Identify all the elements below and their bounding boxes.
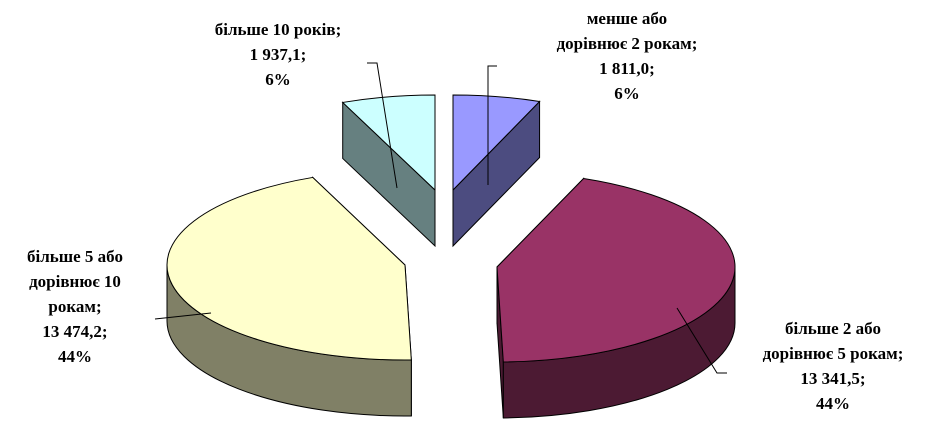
pie-slice-top xyxy=(496,177,736,363)
data-label-line: рокам; xyxy=(48,297,101,316)
pie-tops xyxy=(166,94,736,363)
data-label: більше 2 або дорівнює 5 рокам; 13 341,5; 44… xyxy=(763,319,904,413)
leader-line xyxy=(367,62,398,189)
data-label-line: 44% xyxy=(58,347,92,366)
data-label-line: 44% xyxy=(816,394,850,413)
data-label-line: 6% xyxy=(265,70,291,89)
data-labels: менше або дорівнює 2 рокам; 1 811,0; 6%біль… xyxy=(27,9,903,413)
data-label-line: 1 937,1; xyxy=(250,45,307,64)
data-label-line: дорівнює 10 xyxy=(29,272,121,291)
data-label-line: більше 5 або xyxy=(27,247,123,266)
leader-line xyxy=(154,312,212,320)
data-label-line: менше або xyxy=(587,9,667,28)
data-label-line: 1 811,0; xyxy=(599,59,655,78)
data-label-line: 13 341,5; xyxy=(800,369,865,388)
leader-line xyxy=(487,65,497,185)
data-label: більше 10 років; 1 937,1; 6% xyxy=(215,20,341,89)
data-label-line: більше 2 або xyxy=(785,319,881,338)
data-label: менше або дорівнює 2 рокам; 1 811,0; 6% xyxy=(557,9,698,103)
pie-slice-top xyxy=(452,94,541,192)
leader-line xyxy=(676,307,727,374)
data-label: більше 5 або дорівнює 10 рокам; 13 474,2; 44… xyxy=(27,247,123,366)
data-label-line: більше 10 років; xyxy=(215,20,341,39)
leader-lines xyxy=(154,62,727,374)
data-label-line: дорівнює 5 рокам; xyxy=(763,344,904,363)
pie-slice-top xyxy=(166,176,412,361)
data-label-line: 13 474,2; xyxy=(42,322,107,341)
pie-slice-top xyxy=(341,94,436,192)
data-label-line: дорівнює 2 рокам; xyxy=(557,34,698,53)
data-label-line: 6% xyxy=(614,84,640,103)
